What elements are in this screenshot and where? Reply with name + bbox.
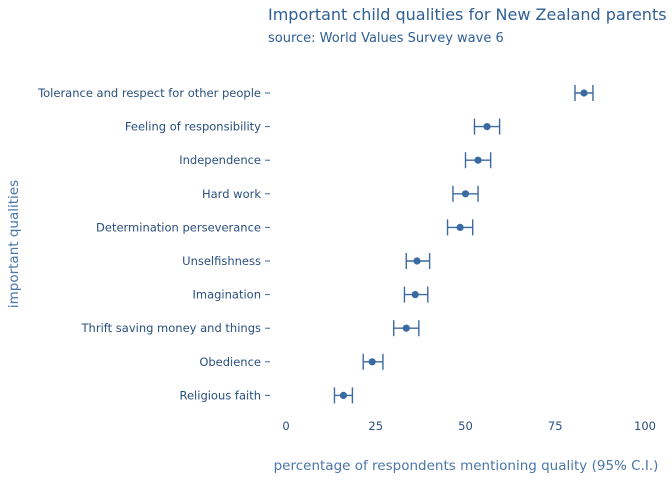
y-tick-label: Religious faith xyxy=(180,388,262,402)
data-point xyxy=(413,257,421,265)
y-tick-label: Imagination xyxy=(192,288,261,302)
y-tick-label: Independence xyxy=(179,153,261,167)
y-tick-label: Feeling of responsibility xyxy=(125,120,261,134)
data-point xyxy=(411,291,419,299)
y-axis-title: important qualities xyxy=(6,180,22,308)
y-tick-label: Tolerance and respect for other people xyxy=(37,86,261,100)
data-point xyxy=(483,123,491,131)
x-tick-label: 75 xyxy=(548,419,563,433)
data-point xyxy=(368,358,376,366)
y-tick-label: Unselfishness xyxy=(182,254,261,268)
data-point xyxy=(402,324,410,332)
data-point xyxy=(456,223,464,231)
y-tick-label: Obedience xyxy=(199,355,261,369)
x-axis-ticks: 0 25 50 75 100 xyxy=(282,419,656,433)
plot-area: Tolerance and respect for other people Fe… xyxy=(37,85,594,404)
data-point xyxy=(339,391,348,399)
chart-subtitle: source: World Values Survey wave 6 xyxy=(268,31,504,46)
x-tick-label: 0 xyxy=(282,419,289,433)
y-tick-label: Hard work xyxy=(202,187,261,201)
x-tick-label: 25 xyxy=(368,419,383,433)
data-point xyxy=(474,156,482,164)
x-tick-label: 100 xyxy=(634,419,656,433)
x-axis-title: percentage of respondents mentioning qua… xyxy=(274,458,659,474)
y-tick-label: Determination perseverance xyxy=(96,220,261,234)
y-tick-label: Thrift saving money and things xyxy=(81,321,261,335)
chart-title: Important child qualities for New Zealan… xyxy=(268,5,667,24)
data-point xyxy=(461,190,470,198)
data-point xyxy=(580,89,588,97)
x-tick-label: 50 xyxy=(458,419,473,433)
